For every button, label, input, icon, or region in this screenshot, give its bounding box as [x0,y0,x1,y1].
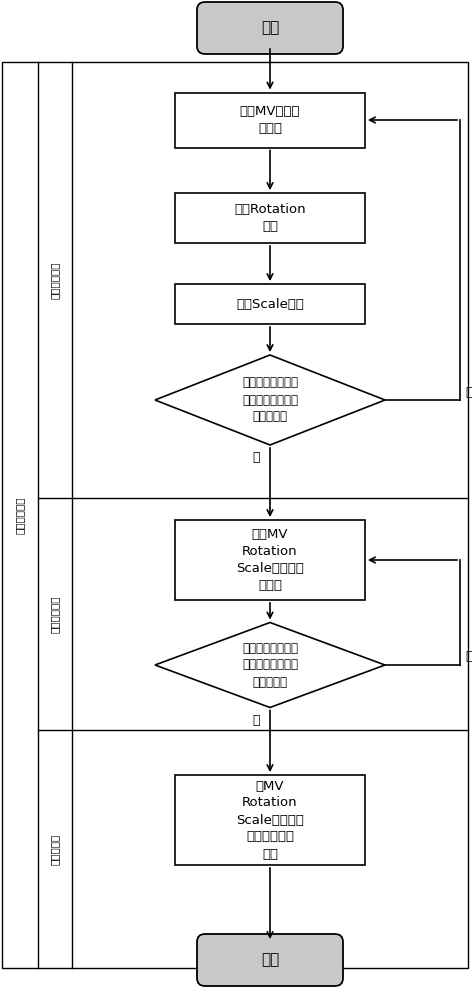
Text: 是否第一次搜索或
搜索到了比前一次
更低的误差: 是否第一次搜索或 搜索到了比前一次 更低的误差 [242,376,298,424]
Text: 开始: 开始 [261,20,279,35]
Polygon shape [155,355,385,445]
FancyBboxPatch shape [197,934,343,986]
Text: 初始迭代搜索: 初始迭代搜索 [50,261,60,299]
Bar [175,520,365,600]
FancyBboxPatch shape [197,2,343,54]
Text: 针对Scale搜索: 针对Scale搜索 [236,298,304,310]
Text: 梯度下降搜索: 梯度下降搜索 [50,595,60,633]
Text: 是: 是 [252,714,260,726]
Text: 是否误差下降小于
预定值或迭代次数
大于预定值: 是否误差下降小于 预定值或迭代次数 大于预定值 [242,642,298,688]
Polygon shape [155,622,385,708]
Text: 是: 是 [465,385,472,398]
Text: 局部全搜索: 局部全搜索 [50,833,60,865]
Bar [175,93,365,147]
Text: 针对MV进行菱
形搜索: 针对MV进行菱 形搜索 [240,105,300,135]
Text: 在MV
Rotation
Scale三个维度
上进行两点式
搜索: 在MV Rotation Scale三个维度 上进行两点式 搜索 [236,780,304,860]
Text: 针对Rotation
搜索: 针对Rotation 搜索 [234,203,306,233]
Bar [175,193,365,243]
Text: 结束: 结束 [261,952,279,968]
Text: 否: 否 [252,451,260,464]
Bar [175,284,365,324]
Bar [175,775,365,865]
Text: 针对MV
Rotation
Scale做梯度下
降搜索: 针对MV Rotation Scale做梯度下 降搜索 [236,528,304,592]
Text: 否: 否 [465,650,472,664]
Text: 帧间运动搜索: 帧间运动搜索 [15,496,25,534]
